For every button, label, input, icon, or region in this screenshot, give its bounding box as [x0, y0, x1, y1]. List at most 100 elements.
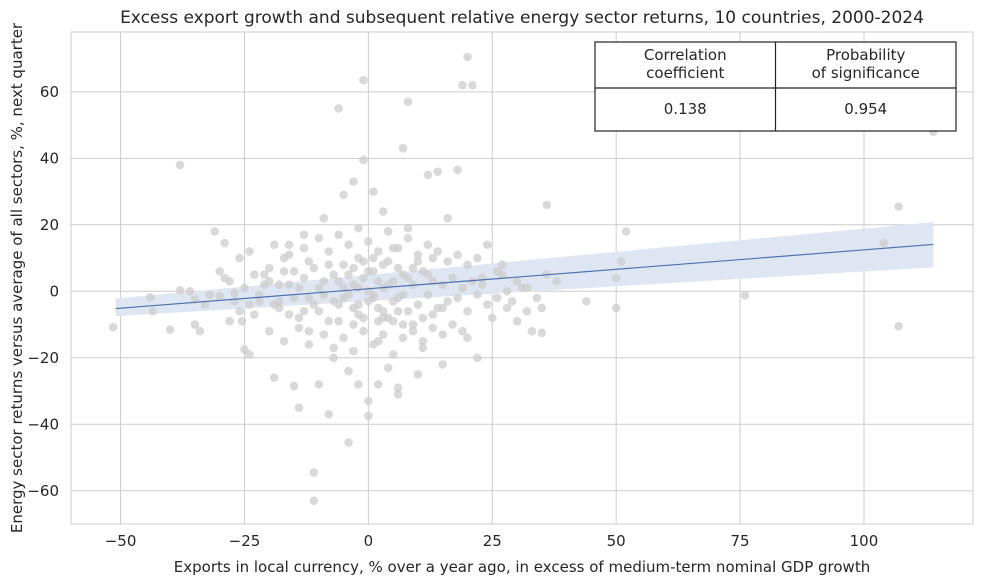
scatter-point — [334, 277, 343, 286]
scatter-point — [329, 296, 338, 306]
scatter-point — [611, 273, 621, 283]
regression-line — [115, 243, 934, 310]
scatter-point — [354, 380, 363, 389]
scatter-point — [364, 396, 373, 406]
scatter-point — [299, 273, 309, 283]
x-tick-label: 100 — [850, 532, 879, 550]
scatter-point — [344, 438, 353, 447]
scatter-point — [611, 303, 621, 313]
scatter-point — [314, 283, 324, 293]
scatter-point — [483, 240, 492, 250]
scatter-point — [324, 260, 334, 270]
scatter-point — [145, 292, 155, 302]
y-tick-label: −20 — [27, 349, 59, 367]
scatter-point — [284, 280, 294, 289]
y-tick-label: −40 — [27, 415, 59, 433]
scatter-point — [388, 316, 398, 326]
scatter-point — [522, 306, 532, 316]
scatter-point — [879, 238, 889, 248]
scatter-point — [621, 227, 631, 236]
scatter-point — [428, 310, 438, 319]
scatter-point — [423, 240, 433, 250]
scatter-point — [438, 360, 448, 369]
scatter-point — [269, 300, 279, 309]
scatter-point — [339, 190, 348, 200]
scatter-point — [388, 296, 398, 306]
scatter-point — [324, 409, 334, 419]
y-tick-label: 20 — [40, 216, 59, 234]
scatter-point — [235, 253, 244, 263]
scatter-point — [423, 270, 433, 279]
stats-table: Correlation coefficient Probability of sign… — [594, 41, 957, 132]
scatter-point — [269, 240, 279, 250]
table-header-cell: Probability of significance — [812, 46, 920, 82]
scatter-point — [344, 270, 353, 279]
x-tick-label: −50 — [105, 532, 137, 550]
chart-title: Excess export growth and subsequent rela… — [120, 8, 924, 28]
scatter-point — [359, 257, 368, 266]
scatter-point — [294, 403, 304, 412]
scatter-point — [235, 306, 244, 316]
scatter-point — [492, 267, 502, 276]
scatter-point — [195, 326, 205, 336]
scatter-point — [349, 263, 358, 273]
scatter-point — [458, 326, 467, 336]
scatter-point — [448, 273, 457, 283]
scatter-point — [359, 75, 368, 85]
scatter-point — [309, 263, 319, 273]
scatter-point — [289, 381, 299, 391]
scatter-point — [403, 97, 413, 107]
scatter-point — [344, 366, 353, 376]
scatter-point — [383, 257, 393, 266]
scatter-point — [408, 320, 418, 329]
scatter-point — [473, 253, 482, 263]
scatter-point — [373, 247, 383, 256]
scatter-point — [552, 277, 561, 286]
scatter-point — [220, 273, 229, 283]
scatter-point — [250, 270, 259, 279]
scatter-point — [373, 380, 383, 389]
scatter-point — [185, 286, 195, 296]
scatter-point — [269, 373, 279, 383]
scatter-point — [369, 187, 378, 196]
scatter-point — [423, 170, 433, 180]
scatter-point — [349, 177, 358, 186]
scatter-point — [245, 350, 254, 359]
scatter-point — [398, 320, 408, 329]
scatter-point — [319, 330, 329, 339]
scatter-point — [418, 313, 428, 323]
x-tick-label: 0 — [364, 532, 374, 550]
scatter-point — [354, 283, 363, 293]
scatter-point — [453, 165, 462, 175]
scatter-point — [433, 303, 443, 313]
scatter-point — [443, 296, 452, 306]
scatter-point — [383, 363, 393, 373]
scatter-point — [369, 340, 378, 349]
scatter-point — [334, 104, 343, 113]
y-tick-labels: −60 −40 −20 0 20 40 60 — [27, 83, 59, 500]
scatter-point — [304, 293, 314, 303]
scatter-point — [319, 213, 329, 223]
scatter-point — [393, 306, 403, 316]
scatter-point — [299, 230, 309, 240]
scatter-point — [463, 52, 472, 62]
scatter-point — [453, 250, 462, 260]
x-tick-label: 25 — [483, 532, 502, 550]
scatter-point — [383, 227, 393, 236]
scatter-point — [542, 200, 552, 210]
scatter-point — [403, 273, 413, 283]
scatter-point — [403, 223, 413, 233]
scatter-point — [304, 340, 314, 349]
scatter-point — [894, 321, 903, 331]
scatter-point — [497, 260, 507, 270]
scatter-point — [359, 313, 368, 323]
scatter-point — [354, 223, 363, 233]
scatter-point — [329, 353, 338, 363]
scatter-point — [443, 257, 452, 266]
scatter-point — [314, 380, 324, 389]
y-tick-label: 60 — [40, 83, 59, 101]
scatter-point — [616, 257, 626, 266]
scatter-point — [237, 316, 247, 326]
scatter-point — [230, 296, 239, 306]
